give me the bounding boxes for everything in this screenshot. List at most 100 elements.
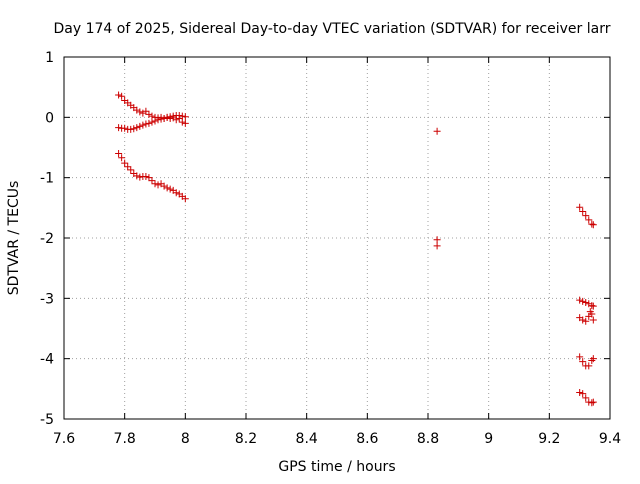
data-point-track-b [157,115,165,123]
data-point-track-e [585,216,593,224]
data-point-track-g [579,316,587,324]
data-point-track-i [589,398,597,406]
y-tick-label: 0 [45,110,54,126]
data-point-track-b [142,120,150,128]
data-point-track-b [181,113,189,121]
data-point-track-a [115,91,123,99]
data-point-track-e [576,203,584,211]
data-point-track-h [585,362,593,370]
data-point-track-c [181,195,189,203]
x-tick-label: 8.2 [235,431,257,447]
x-tick-label: 7.8 [114,431,136,447]
data-point-track-i [588,399,596,407]
data-point-track-f [588,302,596,310]
x-tick-label: 7.6 [53,431,75,447]
data-point-track-a [118,92,126,100]
data-point-track-c [115,150,123,158]
data-point-track-a [178,118,186,126]
data-point-track-c [127,166,135,174]
data-point-track-b [178,112,186,120]
data-point-track-c [148,177,156,185]
x-tick-label: 9.4 [599,431,621,447]
x-tick-label: 8 [181,431,190,447]
data-point-track-b [130,125,138,133]
data-point-track-d [433,127,441,135]
chart-title: Day 174 of 2025, Sidereal Day-to-day VTE… [54,21,611,37]
data-point-track-c [145,174,153,182]
x-axis-label: GPS time / hours [278,459,395,475]
data-point-track-c [142,172,150,180]
data-points [115,91,597,407]
data-point-track-b [148,118,156,126]
grid [64,57,610,419]
y-tick-label: -2 [40,231,54,247]
data-point-track-c [151,180,159,188]
data-point-track-c [121,159,129,167]
data-point-track-f [576,296,584,304]
data-point-track-d [433,236,441,244]
data-point-track-b [136,122,144,130]
data-point-track-a [142,107,150,115]
data-point-track-b [145,119,153,127]
data-point-track-a [145,110,153,118]
data-point-track-f [589,302,597,310]
y-tick-label: 1 [45,50,54,66]
data-point-track-c [166,185,174,193]
axis-ticks: 7.6 7.8 8 8.2 8.4 8.6 8.8 9 9.2 9.4 1 0 -1 -2 -3 -4 -5 [40,50,621,447]
x-tick-label: 9.2 [538,431,560,447]
data-point-track-b [166,113,174,121]
data-point-track-i [582,394,590,402]
data-point-track-b [160,115,168,123]
data-point-track-a [148,112,156,120]
data-point-track-b [151,117,159,125]
data-point-track-a [181,119,189,127]
y-tick-label: -4 [40,352,54,368]
x-tick-label: 8.6 [356,431,378,447]
data-point-track-g [582,317,590,325]
data-point-track-e [582,212,590,220]
data-point-track-b [127,125,135,133]
data-point-track-a [133,106,141,114]
y-tick-label: -3 [40,291,54,307]
data-point-track-b [121,124,129,132]
data-point-track-f [582,299,590,307]
data-point-track-c [154,181,162,189]
data-point-track-b [175,112,183,120]
data-point-track-h [589,355,597,363]
y-axis-label: SDTVAR / TECUs [6,181,22,296]
data-point-track-h [576,353,584,361]
data-point-track-i [579,390,587,398]
data-point-track-e [589,221,597,229]
y-tick-label: -5 [40,412,54,428]
data-point-track-b [154,116,162,124]
data-point-track-d [433,242,441,250]
data-point-track-a [139,109,147,117]
data-point-track-e [588,220,596,228]
data-point-track-b [133,124,141,132]
y-tick-label: -1 [40,171,54,187]
data-point-track-g [589,316,597,324]
x-tick-label: 8.4 [296,431,318,447]
data-point-track-b [163,113,171,121]
x-tick-label: 9 [484,431,493,447]
data-point-track-a [136,108,144,116]
data-point-track-e [579,207,587,215]
data-point-track-b [139,121,147,129]
data-point-track-b [115,124,123,132]
data-point-track-c [160,182,168,190]
data-point-track-c [136,173,144,181]
data-point-track-i [576,388,584,396]
data-point-track-c [133,172,141,180]
data-point-track-f [579,297,587,305]
data-point-track-c [163,184,171,192]
data-point-track-f [585,300,593,308]
data-point-track-g [588,310,596,318]
data-point-track-c [172,189,180,197]
data-point-track-b [169,112,177,120]
data-point-track-c [118,154,126,162]
x-tick-label: 8.8 [417,431,439,447]
data-point-track-c [124,163,132,171]
data-point-track-h [579,358,587,366]
data-point-track-h [588,356,596,364]
